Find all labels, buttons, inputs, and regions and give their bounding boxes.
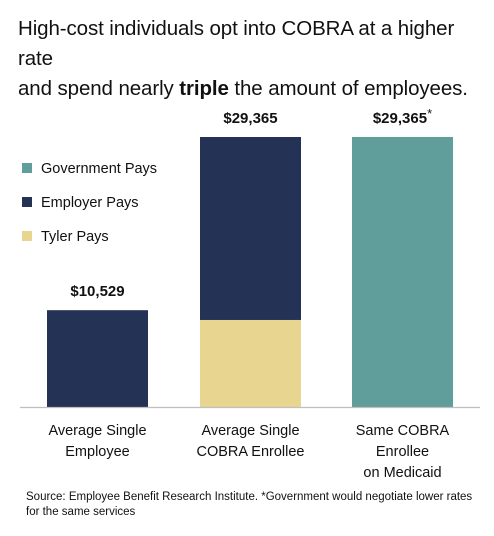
legend-swatch [22, 231, 32, 241]
bar-tyler-pays [200, 319, 301, 407]
legend-label: Government Pays [41, 161, 157, 177]
footnote-asterisk: * [427, 106, 432, 121]
title-emphasis: triple [179, 77, 229, 100]
legend-swatch [22, 163, 32, 173]
legend-label: Employer Pays [41, 195, 139, 211]
bar-total-label: $29,365 [223, 110, 277, 127]
legend-label: Tyler Pays [41, 229, 109, 245]
title-line-1: High-cost individuals opt into COBRA at … [18, 17, 455, 70]
bar-employer-pays [200, 137, 301, 320]
bar-government-pays [352, 137, 453, 407]
category-label: Same COBRA Enrollee on Medicaid [356, 423, 450, 481]
chart-title: High-cost individuals opt into COBRA at … [18, 14, 488, 104]
stacked-bar-chart: Government Pays Employer Pays Tyler Pays $1… [20, 106, 480, 481]
legend-swatch [22, 197, 32, 207]
bar-total-label: $29,365* [373, 106, 432, 127]
bar-employer-pays [47, 310, 148, 407]
title-line-2-start: and spend nearly [18, 77, 180, 100]
bar-total-label: $10,529 [70, 283, 124, 300]
title-line-2-end: the amount of employees. [228, 77, 468, 100]
category-label: Average Single COBRA Enrollee [197, 423, 305, 460]
category-label: Average Single Employee [48, 423, 146, 460]
source-note: Source: Employee Benefit Research Instit… [26, 491, 473, 518]
